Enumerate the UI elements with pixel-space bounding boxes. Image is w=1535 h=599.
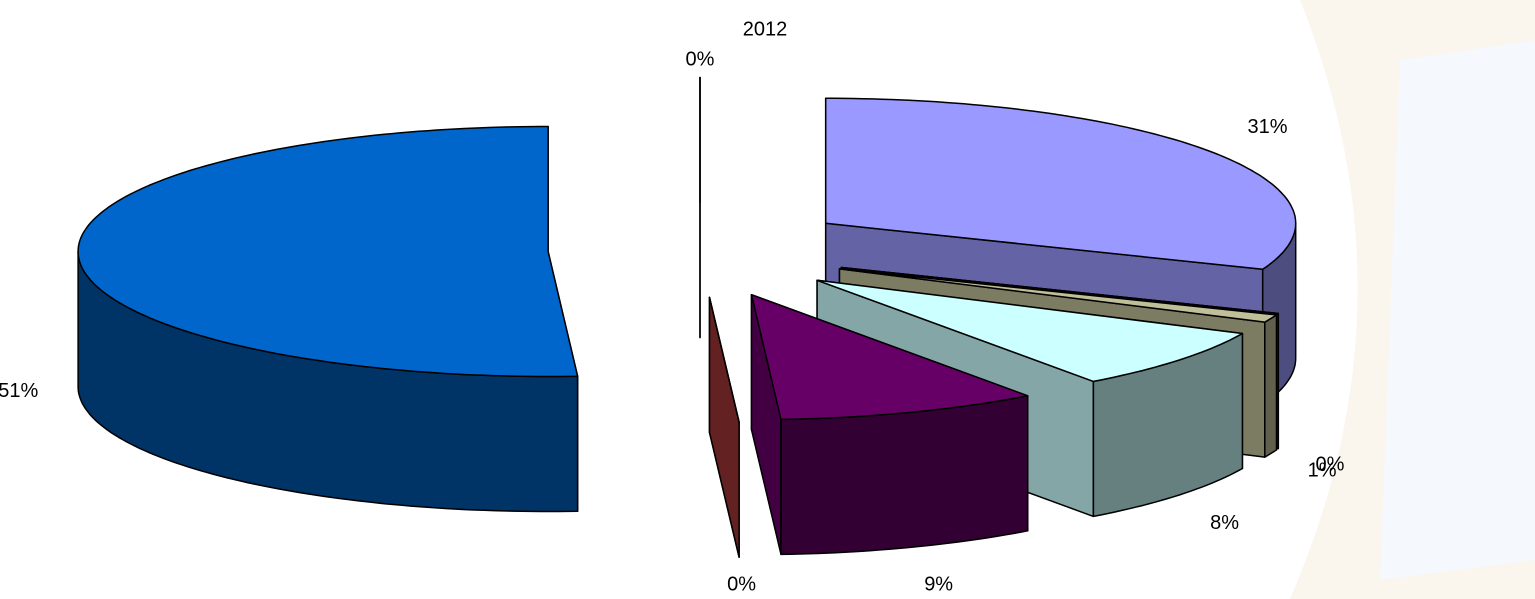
data-label: 0% [686, 48, 715, 70]
data-label: 51% [0, 380, 39, 402]
slice-top [840, 266, 1280, 315]
slice-cut-face [708, 296, 740, 558]
data-label: 9% [924, 573, 953, 595]
slice [708, 296, 740, 558]
background-emblem [1290, 0, 1535, 599]
slice [750, 293, 1029, 556]
chart-title: 2012 [743, 18, 788, 40]
pie [77, 76, 1297, 558]
data-label: 0% [727, 573, 756, 595]
slice [77, 125, 579, 513]
slice-top [816, 279, 1244, 383]
slice-side [780, 395, 1029, 556]
slice-side [1264, 314, 1278, 458]
slice-top [824, 97, 1297, 271]
data-label: 1% [1308, 460, 1337, 482]
data-label: 8% [1210, 512, 1239, 534]
slice-top [708, 296, 740, 423]
slice-top [750, 293, 1029, 421]
slice-top [77, 125, 579, 378]
data-label: 31% [1248, 116, 1288, 138]
slice-top [838, 268, 1278, 323]
data-label: 0% [1316, 453, 1345, 475]
